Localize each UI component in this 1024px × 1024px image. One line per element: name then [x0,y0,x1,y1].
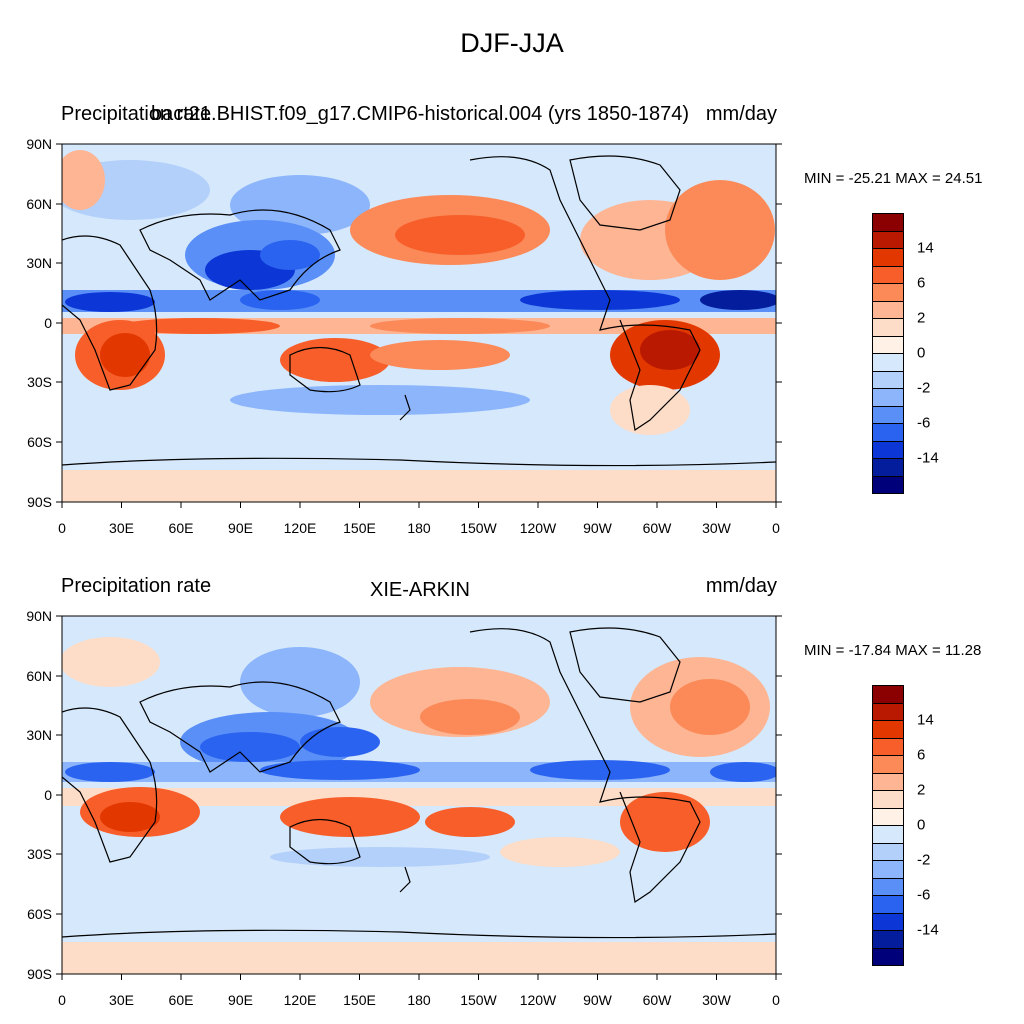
lon-tick-label: 150E [343,992,376,1008]
colorbar-swatch [872,825,904,843]
lon-tick-label: 90E [228,520,253,536]
colorbar [872,685,904,966]
panel-variable-label: Precipitation rate [61,103,212,125]
lon-tick-label: 30W [702,992,732,1008]
colorbar-swatch [872,720,904,738]
colorbar-swatch [872,388,904,406]
lat-tick-label: 30N [26,727,52,743]
lon-tick-label: 0 [58,520,66,536]
colorbar-swatch [872,458,904,476]
colorbar-tick-label: -2 [917,379,931,397]
panel-units-label: mm/day [705,575,777,597]
colorbar-tick-label: 6 [917,746,926,764]
colorbar-swatch [872,947,904,966]
colorbar-swatch [872,702,904,720]
colorbar-swatch [872,755,904,773]
colorbar-swatch [872,248,904,266]
colorbar-tick-label: -2 [917,851,931,869]
lon-tick-label: 120E [284,520,317,536]
lat-tick-label: 90S [27,494,52,510]
lon-tick-label: 150W [460,520,497,536]
lat-tick-label: 60S [27,434,52,450]
colorbar-swatch [872,772,904,790]
colorbar-swatch [872,283,904,301]
colorbar-swatch [872,860,904,878]
lon-tick-label: 120W [520,520,557,536]
colorbar-swatch [872,423,904,441]
colorbar-swatch [872,475,904,494]
lon-tick-label: 180 [407,520,431,536]
colorbar-tick-label: 14 [917,239,934,257]
colorbar-swatch [872,230,904,248]
colorbar-swatch [872,318,904,336]
colorbar-swatch [872,300,904,318]
colorbar-tick-label: 14 [917,711,934,729]
lat-tick-label: 90N [26,608,52,624]
colorbar-tick-label: -14 [917,449,939,467]
lon-tick-label: 120E [284,992,317,1008]
colorbar-swatch [872,353,904,371]
colorbar-swatch [872,895,904,913]
lat-tick-label: 60N [26,196,52,212]
colorbar [872,213,904,494]
min-max-label: MIN = -17.84 MAX = 11.28 [804,642,982,659]
colorbar-swatch [872,213,904,231]
colorbar-swatch [872,265,904,283]
lat-tick-label: 60S [27,906,52,922]
figure-title: DJF-JJA [460,28,564,58]
colorbar-swatch [872,930,904,948]
colorbar-swatch [872,790,904,808]
lat-tick-label: 0 [44,315,52,331]
colorbar-tick-label: 2 [917,309,926,327]
colorbar-swatch [872,685,904,703]
lon-tick-label: 90E [228,992,253,1008]
lat-tick-label: 90N [26,136,52,152]
colorbar-swatch [872,335,904,353]
lon-tick-label: 30E [109,992,134,1008]
colorbar-tick-label: 6 [917,274,926,292]
lon-tick-label: 60E [169,992,194,1008]
lon-tick-label: 60W [643,520,673,536]
colorbar-tick-label: 0 [917,344,926,362]
colorbar-swatch [872,877,904,895]
lon-tick-label: 0 [772,992,780,1008]
lat-tick-label: 30S [27,846,52,862]
precipitation-map-top: 90N 60N 30N 0 30S 60S 90S 0 30E 60E 90E … [26,136,782,536]
lon-tick-label: 90W [583,992,613,1008]
lon-tick-label: 30E [109,520,134,536]
colorbar-tick-label: -6 [917,886,931,904]
lon-tick-label: 30W [702,520,732,536]
lon-tick-label: 120W [520,992,557,1008]
colorbar-swatch [872,842,904,860]
min-max-label: MIN = -25.21 MAX = 24.51 [804,170,983,187]
lon-tick-label: 150W [460,992,497,1008]
lat-tick-label: 90S [27,966,52,982]
colorbar-tick-label: -6 [917,414,931,432]
colorbar-swatch [872,370,904,388]
panel-case-label: XIE-ARKIN [369,579,471,601]
colorbar-tick-label: 0 [917,816,926,834]
panel-variable-label: Precipitation rate [61,575,212,597]
colorbar-swatch [872,912,904,930]
lat-tick-label: 30S [27,374,52,390]
colorbar-tick-label: 2 [917,781,926,799]
lat-tick-label: 0 [44,787,52,803]
precipitation-map-bottom: 90N 60N 30N 0 30S 60S 90S 0 30E 60E 90E … [26,608,782,1008]
colorbar-swatch [872,737,904,755]
lon-tick-label: 60E [169,520,194,536]
lat-tick-label: 60N [26,668,52,684]
lat-tick-label: 30N [26,255,52,271]
colorbar-swatch [872,405,904,423]
lon-tick-label: 180 [407,992,431,1008]
lon-tick-label: 150E [343,520,376,536]
lon-tick-label: 90W [583,520,613,536]
lon-tick-label: 60W [643,992,673,1008]
colorbar-swatch [872,440,904,458]
colorbar-swatch [872,807,904,825]
lon-tick-label: 0 [772,520,780,536]
lon-tick-label: 0 [58,992,66,1008]
panel-units-label: mm/day [705,103,777,125]
colorbar-tick-label: -14 [917,921,939,939]
panel-case-label: bact21.BHIST.f09_g17.CMIP6-historical.00… [150,103,690,125]
